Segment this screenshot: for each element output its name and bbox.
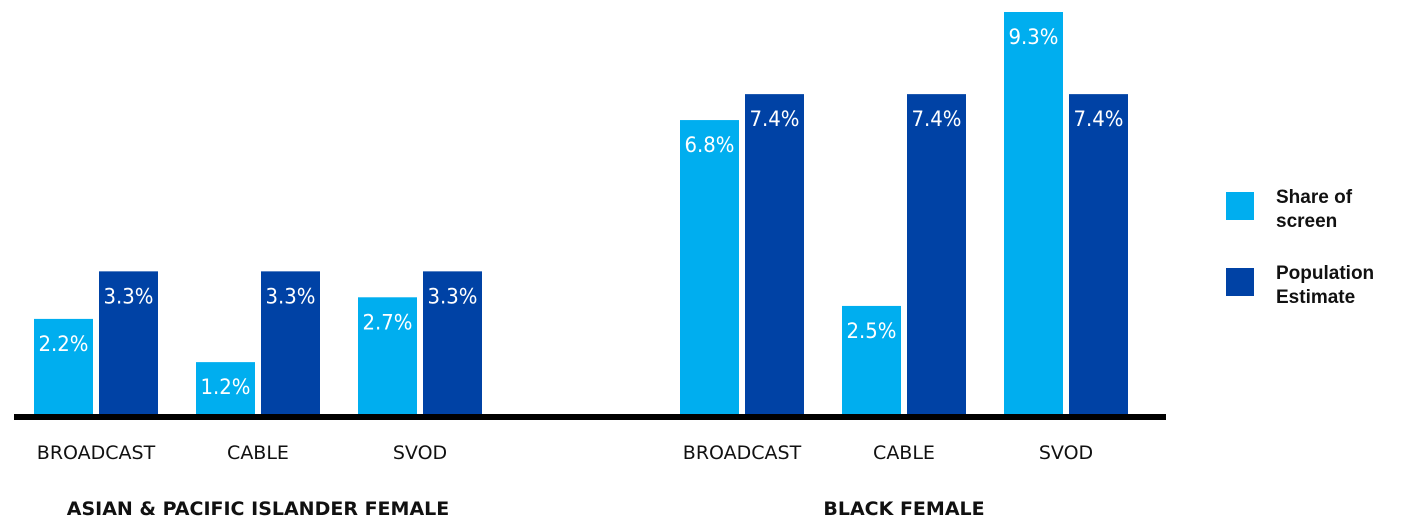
data-label: 3.3% <box>428 284 478 308</box>
data-label: 7.4% <box>750 107 800 131</box>
legend-label-population-estimate: Population Estimate <box>1276 263 1375 308</box>
data-label: 6.8% <box>685 133 735 157</box>
data-label: 9.3% <box>1009 25 1059 49</box>
bar-asian-pacific-islander-female-cable-population-estimate <box>261 271 320 414</box>
group-label: ASIAN & PACIFIC ISLANDER FEMALE <box>67 498 450 520</box>
bar-black-female-cable-share-of-screen <box>842 305 901 414</box>
category-label: CABLE <box>227 442 289 464</box>
legend-label-share-of-screen: Share of screen <box>1276 187 1353 232</box>
bar-asian-pacific-islander-female-broadcast-share-of-screen <box>34 318 93 414</box>
bar-asian-pacific-islander-female-cable-share-of-screen <box>196 362 255 414</box>
legend-item-population-estimate: Population Estimate <box>1226 262 1406 310</box>
category-label: BROADCAST <box>683 442 802 464</box>
bar-asian-pacific-islander-female-broadcast-population-estimate <box>99 271 158 414</box>
data-label: 2.7% <box>363 310 413 334</box>
category-label: SVOD <box>393 442 447 464</box>
bar-asian-pacific-islander-female-svod-share-of-screen <box>358 297 417 414</box>
category-label: SVOD <box>1039 442 1093 464</box>
data-label: 2.5% <box>847 319 897 343</box>
data-label: 2.2% <box>39 332 89 356</box>
category-label: BROADCAST <box>37 442 156 464</box>
legend-item-share-of-screen: Share of screen <box>1226 186 1406 234</box>
legend: Share of screen Population Estimate <box>1226 186 1406 338</box>
legend-swatch-population-estimate <box>1226 268 1254 296</box>
bar-asian-pacific-islander-female-svod-population-estimate <box>423 271 482 414</box>
group-label: BLACK FEMALE <box>823 498 984 520</box>
data-label: 7.4% <box>1074 107 1124 131</box>
data-label: 1.2% <box>201 375 251 399</box>
legend-swatch-share-of-screen <box>1226 192 1254 220</box>
bar-black-female-cable-population-estimate <box>907 94 966 415</box>
bar-black-female-svod-share-of-screen <box>1004 12 1063 414</box>
bar-black-female-svod-population-estimate <box>1069 94 1128 415</box>
data-label: 3.3% <box>104 284 154 308</box>
category-label: CABLE <box>873 442 935 464</box>
bar-black-female-broadcast-share-of-screen <box>680 120 739 414</box>
bar-black-female-broadcast-population-estimate <box>745 94 804 415</box>
data-label: 3.3% <box>266 284 316 308</box>
data-label: 7.4% <box>912 107 962 131</box>
